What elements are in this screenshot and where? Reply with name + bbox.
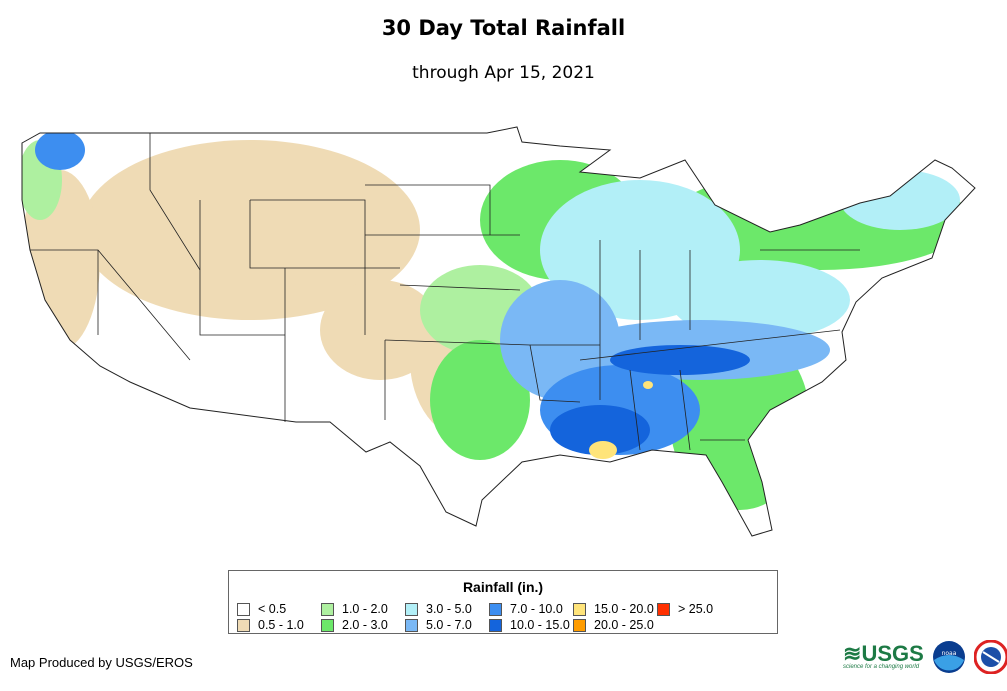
legend-item: 1.0 - 2.0 [321,601,405,617]
legend-label: 5.0 - 7.0 [426,618,472,632]
legend-swatch [489,602,502,616]
legend-item: 0.5 - 1.0 [237,617,321,633]
legend-swatch [405,618,418,632]
legend-label: 20.0 - 25.0 [594,618,654,632]
agency-logos: ≋USGS science for a changing world noaa [843,640,1007,674]
legend-item: < 0.5 [237,601,321,617]
legend-swatch [573,618,586,632]
legend-item: 5.0 - 7.0 [405,617,489,633]
legend-label: < 0.5 [258,602,287,616]
usgs-logo: ≋USGS science for a changing world [843,640,924,670]
legend-title: Rainfall (in.) [462,579,544,595]
legend-swatch [489,618,502,632]
legend-label: 1.0 - 2.0 [342,602,388,616]
legend-label: 0.5 - 1.0 [258,618,304,632]
map-subtitle: through Apr 15, 2021 [412,63,595,83]
legend-label: 2.0 - 3.0 [342,618,388,632]
legend-label: 3.0 - 5.0 [426,602,472,616]
legend-label: 15.0 - 20.0 [594,602,654,616]
legend-swatch [321,618,334,632]
legend-swatch [573,602,586,616]
legend-swatch [321,602,334,616]
svg-text:noaa: noaa [941,650,956,657]
legend-item: 20.0 - 25.0 [573,617,657,633]
us-rainfall-map [21,126,976,537]
legend-item: 10.0 - 15.0 [489,617,573,633]
map-credit: Map Produced by USGS/EROS [10,655,193,670]
rainfall-fill [22,127,975,536]
nws-logo [973,640,1007,674]
map-title: 30 Day Total Rainfall [381,16,626,40]
legend-item: > 25.0 [657,601,741,617]
legend-label: 7.0 - 10.0 [510,602,563,616]
legend-item: 3.0 - 5.0 [405,601,489,617]
legend-item: 2.0 - 3.0 [321,617,405,633]
legend-swatch [657,602,670,616]
state-borders [30,133,860,451]
noaa-logo: noaa [932,641,965,673]
legend-item: 7.0 - 10.0 [489,601,573,617]
legend-swatch [405,602,418,616]
legend-swatch [237,618,250,632]
legend-item: 15.0 - 20.0 [573,601,657,617]
legend-label: > 25.0 [678,602,714,616]
legend-swatch [237,602,250,616]
legend-label: 10.0 - 15.0 [510,618,570,632]
legend: Rainfall (in.) < 0.5 0.5 - 1.0 1.0 - 2.0 2.… [228,570,778,634]
